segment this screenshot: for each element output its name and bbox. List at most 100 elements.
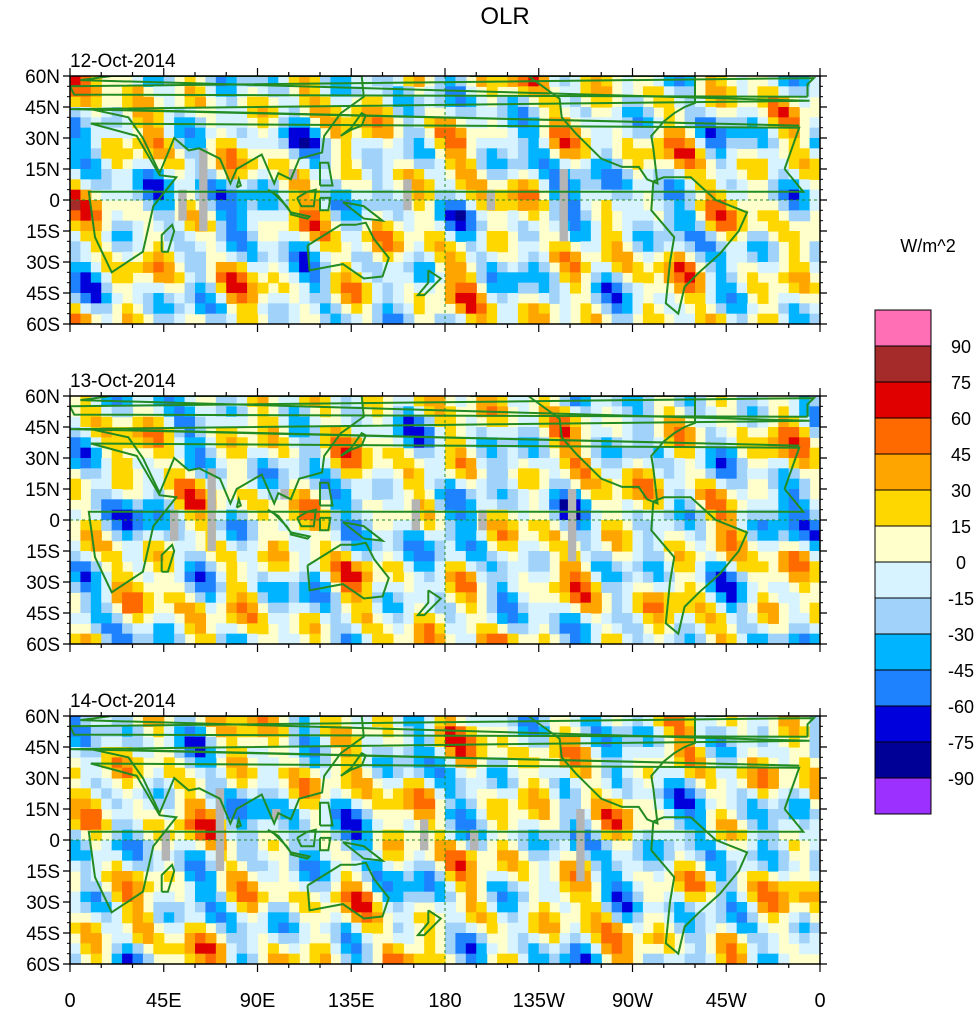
olr-cell <box>153 499 165 511</box>
olr-cell <box>267 602 279 614</box>
olr-cell <box>101 520 113 531</box>
olr-cell <box>288 953 300 964</box>
olr-cell <box>278 231 290 242</box>
olr-cell <box>267 778 279 789</box>
olr-cell <box>372 127 384 139</box>
olr-cell <box>705 272 717 284</box>
olr-cell <box>736 86 748 98</box>
olr-cell <box>445 623 457 635</box>
olr-cell <box>330 107 342 118</box>
olr-cell <box>101 540 113 552</box>
olr-cell <box>351 798 363 810</box>
olr-cell <box>163 736 175 748</box>
olr-cell <box>486 922 498 934</box>
olr-cell <box>611 179 623 191</box>
olr-cell <box>174 633 186 644</box>
olr-cell <box>778 757 790 769</box>
olr-cell <box>705 86 717 98</box>
olr-cell <box>674 767 686 779</box>
olr-cell <box>226 592 238 604</box>
olr-cell <box>684 561 696 573</box>
olr-cell <box>549 778 561 789</box>
olr-cell <box>142 107 154 118</box>
olr-cell <box>549 169 561 180</box>
olr-cell <box>757 530 769 542</box>
olr-cell <box>122 633 134 644</box>
missing-data-block <box>280 489 289 500</box>
olr-cell <box>382 602 394 614</box>
olr-cell <box>226 117 238 129</box>
olr-cell <box>101 231 113 242</box>
olr-cell <box>392 757 404 769</box>
olr-cell <box>330 200 342 211</box>
olr-cell <box>247 819 259 831</box>
olr-cell <box>267 716 279 727</box>
olr-cell <box>497 272 509 284</box>
olr-cell <box>184 778 196 789</box>
olr-cell <box>497 592 509 604</box>
olr-cell <box>309 427 321 438</box>
olr-cell <box>799 551 811 562</box>
olr-cell <box>507 96 519 108</box>
olr-cell <box>174 416 186 428</box>
olr-cell <box>226 561 238 573</box>
olr-cell <box>70 303 82 315</box>
olr-cell <box>299 551 311 562</box>
olr-cell <box>622 406 634 418</box>
olr-cell <box>663 953 675 964</box>
olr-cell <box>809 788 820 800</box>
colorbar-units: W/m^2 <box>900 236 955 256</box>
olr-cell <box>445 912 457 924</box>
olr-cell <box>528 922 540 934</box>
olr-cell <box>622 540 634 552</box>
olr-cell <box>497 427 509 438</box>
olr-cell <box>382 220 394 232</box>
olr-cell <box>642 272 654 284</box>
olr-cell <box>642 860 654 872</box>
olr-cell <box>611 447 623 459</box>
olr-cell <box>215 293 227 304</box>
olr-cell <box>611 107 623 118</box>
olr-cell <box>788 272 800 284</box>
olr-cell <box>153 520 165 531</box>
olr-cell <box>747 860 759 872</box>
lat-tick-label: 0 <box>49 831 60 852</box>
olr-cell <box>747 169 759 180</box>
olr-cell <box>111 871 123 882</box>
olr-cell <box>361 282 373 294</box>
olr-cell <box>372 200 384 211</box>
olr-cell <box>361 293 373 304</box>
olr-cell <box>549 912 561 924</box>
olr-cell <box>163 468 175 480</box>
olr-cell <box>226 726 238 738</box>
olr-cell <box>70 540 82 552</box>
olr-cell <box>674 220 686 232</box>
olr-cell <box>507 107 519 118</box>
olr-cell <box>684 602 696 614</box>
olr-cell <box>517 138 529 149</box>
olr-cell <box>757 499 769 511</box>
olr-cell <box>642 489 654 500</box>
olr-cell <box>236 272 248 284</box>
olr-cell <box>726 788 738 800</box>
olr-cell <box>695 747 707 758</box>
olr-cell <box>684 293 696 304</box>
olr-cell <box>445 757 457 769</box>
olr-cell <box>486 623 498 635</box>
olr-cell <box>497 262 509 273</box>
olr-cell <box>757 313 769 324</box>
olr-cell <box>236 489 248 500</box>
olr-cell <box>90 726 102 738</box>
olr-cell <box>215 540 227 552</box>
olr-cell <box>320 478 332 490</box>
olr-cell <box>528 189 540 201</box>
olr-cell <box>267 437 279 449</box>
olr-cell <box>663 427 675 438</box>
olr-cell <box>361 138 373 149</box>
olr-cell <box>174 396 186 407</box>
olr-cell <box>101 850 113 862</box>
olr-cell <box>163 447 175 459</box>
olr-cell <box>799 179 811 191</box>
olr-cell <box>163 210 175 222</box>
olr-cell <box>70 489 82 500</box>
